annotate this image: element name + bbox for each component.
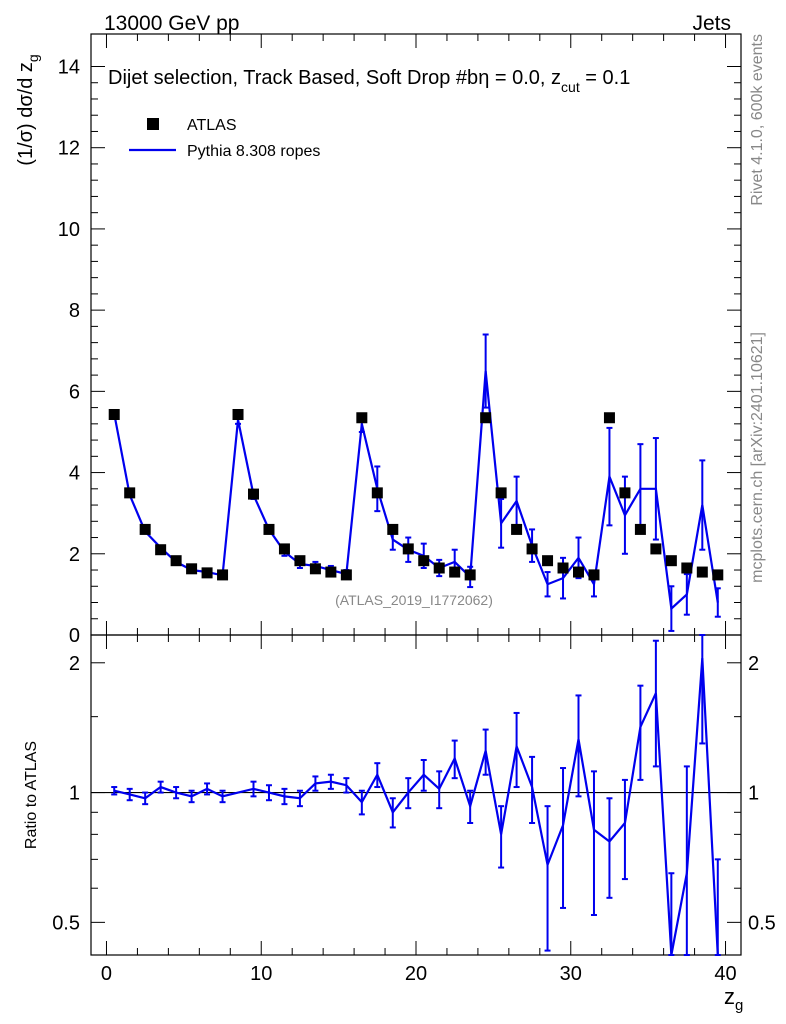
analysis-id: (ATLAS_2019_I1772062) bbox=[335, 592, 493, 608]
legend-atlas-marker bbox=[147, 118, 159, 130]
atlas-point bbox=[263, 523, 275, 535]
atlas-point bbox=[217, 569, 229, 581]
ratio-line bbox=[113, 658, 719, 956]
atlas-point bbox=[464, 569, 476, 581]
main-ytick-label: 0 bbox=[69, 625, 80, 647]
category-label: Jets bbox=[692, 12, 731, 35]
atlas-point bbox=[542, 555, 554, 567]
atlas-point bbox=[603, 412, 615, 424]
atlas-point bbox=[402, 543, 414, 555]
atlas-point bbox=[650, 543, 662, 555]
atlas-point bbox=[696, 566, 708, 578]
atlas-point bbox=[495, 487, 507, 499]
atlas-point bbox=[186, 563, 198, 575]
ratio-panel: 0.5 0.51 12 20 10 20 30 40 Ratio to ATLAS zg bbox=[23, 634, 776, 1014]
atlas-point bbox=[248, 488, 259, 500]
mcplots-label: mcplots.cern.ch [arXiv:2401.10621] bbox=[749, 332, 766, 583]
ratio-ytick-label: 0.5 bbox=[52, 912, 80, 934]
ratio-xtick-label: 0 bbox=[101, 963, 112, 985]
ratio-xtick-label: 10 bbox=[250, 963, 272, 985]
ratio-ticks: 0.5 0.51 12 20 10 20 30 40 bbox=[52, 635, 776, 985]
ratio-ytick-label-right: 2 bbox=[748, 653, 759, 675]
ratio-xtick-label: 20 bbox=[405, 963, 427, 985]
rivet-label: Rivet 4.1.0, 600k events bbox=[749, 34, 766, 206]
main-ylabel: (1/σ) dσ/d zg bbox=[15, 54, 41, 165]
main-ytick-label: 2 bbox=[69, 544, 80, 566]
atlas-point bbox=[325, 566, 337, 578]
atlas-point bbox=[712, 569, 724, 581]
ratio-ytick-label: 1 bbox=[69, 783, 80, 805]
ratio-xtick-label: 30 bbox=[560, 963, 582, 985]
ratio-ytick-label-right: 0.5 bbox=[748, 912, 776, 934]
main-title: Dijet selection, Track Based, Soft Drop … bbox=[108, 67, 630, 95]
atlas-point bbox=[588, 569, 600, 581]
atlas-point bbox=[480, 412, 492, 424]
energy-label: 13000 GeV pp bbox=[104, 12, 239, 35]
atlas-point bbox=[124, 487, 136, 499]
main-ytick-label: 4 bbox=[69, 463, 80, 485]
atlas-point bbox=[371, 487, 383, 499]
atlas-point bbox=[511, 523, 523, 535]
ratio-xlabel: zg bbox=[724, 984, 743, 1014]
atlas-point bbox=[449, 566, 461, 578]
ratio-xtick-label: 40 bbox=[714, 963, 736, 985]
atlas-point bbox=[526, 543, 538, 555]
main-ytick-label: 6 bbox=[69, 381, 80, 403]
atlas-point bbox=[557, 562, 569, 574]
legend-mc-label: Pythia 8.308 ropes bbox=[187, 143, 320, 160]
atlas-point bbox=[108, 408, 120, 420]
atlas-point bbox=[356, 412, 368, 424]
main-ticks: 0 2 4 6 8 10 12 14 bbox=[58, 34, 741, 647]
atlas-point bbox=[418, 555, 430, 567]
atlas-point bbox=[278, 543, 290, 555]
atlas-point bbox=[232, 408, 244, 420]
atlas-point bbox=[309, 563, 321, 575]
ratio-marks bbox=[111, 634, 721, 956]
atlas-point bbox=[340, 569, 352, 581]
mc-line bbox=[113, 370, 719, 611]
main-marks bbox=[108, 333, 724, 632]
main-ytick-label: 12 bbox=[58, 138, 80, 160]
atlas-point bbox=[387, 523, 399, 535]
atlas-point bbox=[681, 562, 693, 574]
ratio-ytick-label-right: 1 bbox=[748, 783, 759, 805]
atlas-point bbox=[634, 523, 646, 535]
main-ytick-label: 10 bbox=[58, 219, 80, 241]
atlas-point bbox=[573, 566, 584, 578]
atlas-point bbox=[619, 487, 631, 499]
main-panel: 0 2 4 6 8 10 12 14 Dijet selection, Track Based… bbox=[15, 33, 742, 647]
main-ytick-label: 8 bbox=[69, 300, 80, 322]
atlas-point bbox=[155, 544, 167, 556]
main-ytick-label: 14 bbox=[58, 56, 80, 78]
ratio-ylabel: Ratio to ATLAS bbox=[23, 741, 40, 849]
ratio-ytick-label: 2 bbox=[69, 653, 80, 675]
atlas-point bbox=[294, 555, 306, 567]
atlas-point bbox=[139, 523, 151, 535]
legend-atlas-label: ATLAS bbox=[187, 117, 237, 134]
atlas-point bbox=[170, 555, 182, 567]
atlas-point bbox=[665, 555, 677, 567]
atlas-point bbox=[201, 567, 213, 579]
atlas-point bbox=[433, 562, 445, 574]
